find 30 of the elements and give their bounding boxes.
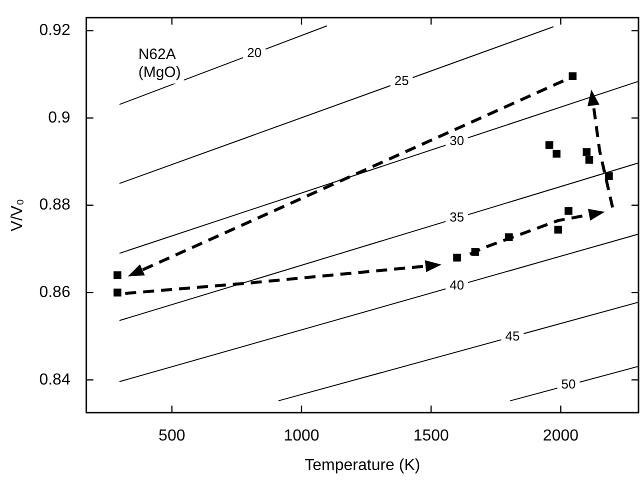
y-tick-label: 0.92 [39,22,70,40]
y-tick-label: 0.9 [48,109,70,126]
point [568,72,577,80]
series-label: 50 [561,376,576,392]
point [545,141,554,149]
series-label: 30 [450,133,464,148]
point [114,288,122,296]
point [554,226,562,234]
series-label: 35 [450,210,464,225]
x-tick-label: 1000 [284,428,320,445]
x-tick-label: 500 [158,428,186,445]
series-label: 20 [247,44,262,60]
series-label: 25 [394,73,409,88]
y-tick-label: 0.84 [39,371,70,388]
annotation: N62A (MgO) [138,46,181,82]
point [453,254,461,262]
x-tick-label: 1500 [413,428,450,445]
point [114,271,122,280]
point [564,207,572,215]
y-tick-label: 0.86 [39,284,70,301]
series-label: 40 [450,277,464,292]
point [605,172,613,180]
point [585,156,594,164]
point [552,150,560,158]
y-axis-title: V/V₀ [9,198,26,232]
x-axis-title: Temperature (K) [304,456,420,474]
y-tick-label: 0.88 [39,196,70,214]
x-tick-label: 2000 [542,428,579,445]
point [582,148,591,156]
series-label: 45 [505,328,520,344]
